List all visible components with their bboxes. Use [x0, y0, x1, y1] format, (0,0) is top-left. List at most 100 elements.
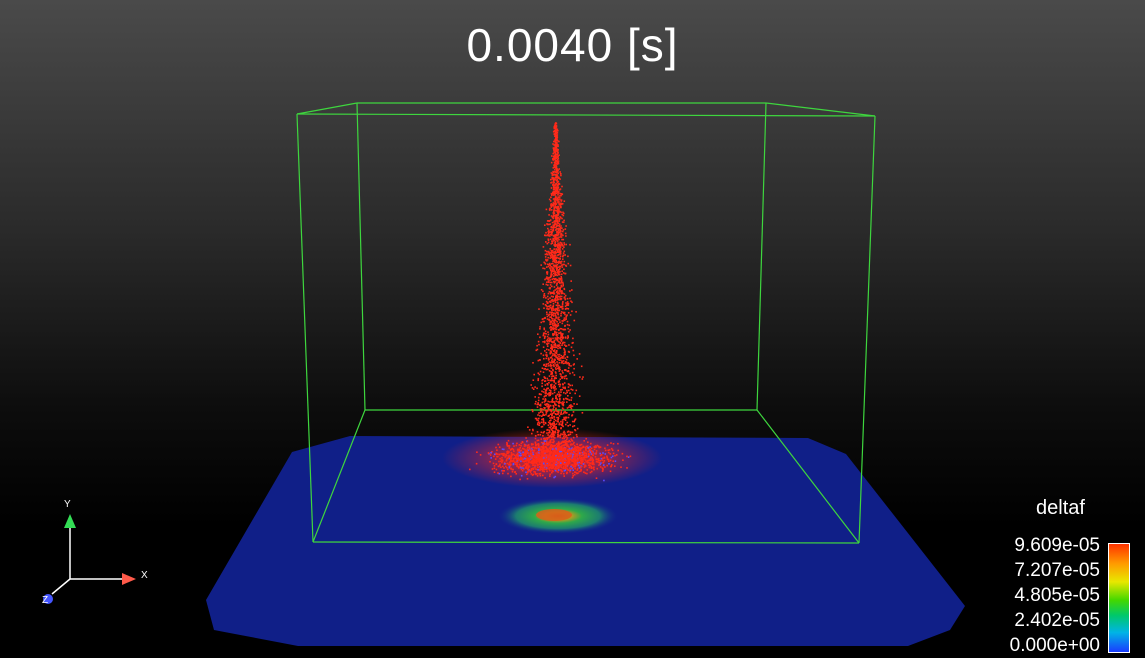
particle	[552, 427, 554, 429]
particle	[557, 429, 559, 432]
particle	[559, 296, 561, 298]
particle	[552, 307, 554, 310]
particle	[545, 354, 547, 356]
particle	[555, 338, 557, 341]
particle	[554, 467, 557, 469]
particle	[502, 465, 504, 468]
particle	[599, 446, 601, 449]
particle	[564, 419, 567, 421]
particle	[557, 452, 560, 455]
particle	[568, 406, 570, 408]
particle	[587, 455, 590, 458]
particle	[557, 418, 559, 421]
particle	[546, 355, 548, 357]
particle	[560, 174, 562, 177]
particle	[563, 416, 565, 419]
particle	[553, 445, 556, 447]
particle	[526, 457, 528, 460]
particle	[547, 363, 550, 365]
particle	[559, 178, 561, 180]
particle	[553, 312, 555, 315]
particle	[561, 452, 563, 454]
particle	[555, 144, 558, 147]
particle	[545, 447, 548, 450]
particle	[547, 333, 550, 336]
particle	[529, 471, 532, 473]
particle	[541, 455, 543, 457]
particle	[562, 444, 565, 446]
particle	[553, 344, 556, 346]
particle	[555, 354, 557, 357]
particle	[551, 360, 554, 363]
particle	[563, 288, 566, 291]
particle	[557, 201, 559, 204]
particle	[587, 459, 590, 462]
particle	[563, 377, 566, 380]
particle	[551, 266, 553, 268]
particle	[540, 264, 542, 266]
particle	[549, 394, 551, 397]
particle	[545, 258, 547, 261]
particle	[545, 461, 548, 464]
particle	[561, 266, 564, 268]
particle	[569, 451, 572, 454]
particle	[543, 395, 546, 398]
particle	[515, 473, 517, 475]
particle	[555, 454, 557, 457]
particle	[556, 278, 558, 281]
particle	[555, 459, 557, 462]
particle	[526, 448, 529, 450]
particle	[561, 458, 563, 461]
particle	[548, 308, 550, 310]
particle	[550, 460, 552, 463]
particle	[532, 428, 534, 431]
particle	[550, 386, 553, 389]
particle	[539, 469, 541, 471]
particle	[538, 453, 541, 456]
particle	[555, 226, 557, 229]
particle	[553, 260, 556, 263]
particle	[548, 451, 551, 453]
particle	[579, 455, 581, 458]
particle	[559, 188, 562, 190]
particle	[519, 466, 522, 469]
particle	[549, 316, 551, 318]
particle	[501, 448, 504, 450]
particle	[547, 305, 550, 308]
particle	[532, 461, 534, 463]
particle	[548, 393, 550, 395]
particle	[546, 234, 549, 236]
particle	[612, 455, 614, 457]
particle	[561, 279, 563, 281]
particle	[547, 284, 549, 286]
particle	[543, 401, 546, 403]
particle	[535, 417, 538, 420]
particle	[555, 319, 557, 322]
particle	[557, 469, 560, 471]
particle	[566, 449, 569, 451]
particle	[550, 457, 553, 460]
particle	[562, 311, 565, 314]
particle	[566, 320, 569, 323]
particle	[567, 444, 569, 446]
particle	[554, 204, 556, 206]
particle	[558, 395, 561, 398]
particle	[601, 470, 604, 472]
particle	[508, 454, 510, 457]
particle	[550, 361, 552, 364]
particle	[555, 248, 557, 250]
particle	[524, 457, 526, 460]
particle	[571, 459, 573, 461]
particle	[536, 439, 539, 442]
particle	[560, 448, 563, 450]
particle	[620, 466, 622, 468]
particle	[552, 464, 554, 466]
particle	[542, 462, 545, 465]
particle	[554, 147, 556, 149]
particle	[569, 424, 571, 426]
particle	[561, 238, 563, 241]
particle	[564, 325, 566, 327]
particle	[549, 267, 551, 269]
